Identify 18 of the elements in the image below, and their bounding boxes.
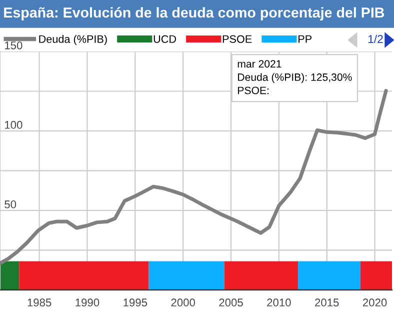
text: 1/2 — [368, 34, 383, 44]
legend-label: PP — [298, 35, 312, 43]
y-tick-label: 150 — [5, 41, 22, 50]
y-tick-label: 100 — [5, 120, 22, 129]
x-tick-label: 2015 — [315, 298, 339, 306]
legend-label: UCD — [154, 35, 176, 43]
x-tick-label: 2005 — [219, 298, 243, 306]
chart-title: España: Evolución de la deuda como porcentaje del PIB — [4, 7, 384, 20]
y-tick-label: 50 — [4, 200, 16, 208]
annotation: mar 2021 Deuda (%PIB): 125,30% PSOE: — [238, 60, 352, 94]
x-tick-label: 1990 — [76, 298, 100, 306]
legend-label: Deuda (%PIB) — [39, 34, 107, 46]
x-tick-label: 1995 — [124, 298, 148, 306]
x-tick-label: 2000 — [171, 298, 195, 306]
x-tick-label: 2020 — [362, 298, 387, 306]
x-tick-label: 1985 — [28, 298, 52, 306]
legend-label: PSOE — [222, 35, 252, 43]
x-tick-label: 2010 — [267, 298, 291, 306]
